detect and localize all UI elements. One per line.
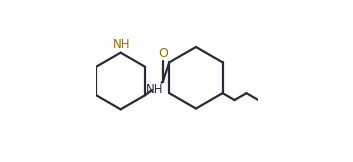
Text: NH: NH xyxy=(145,82,163,96)
Text: O: O xyxy=(158,47,168,60)
Text: NH: NH xyxy=(113,38,130,51)
